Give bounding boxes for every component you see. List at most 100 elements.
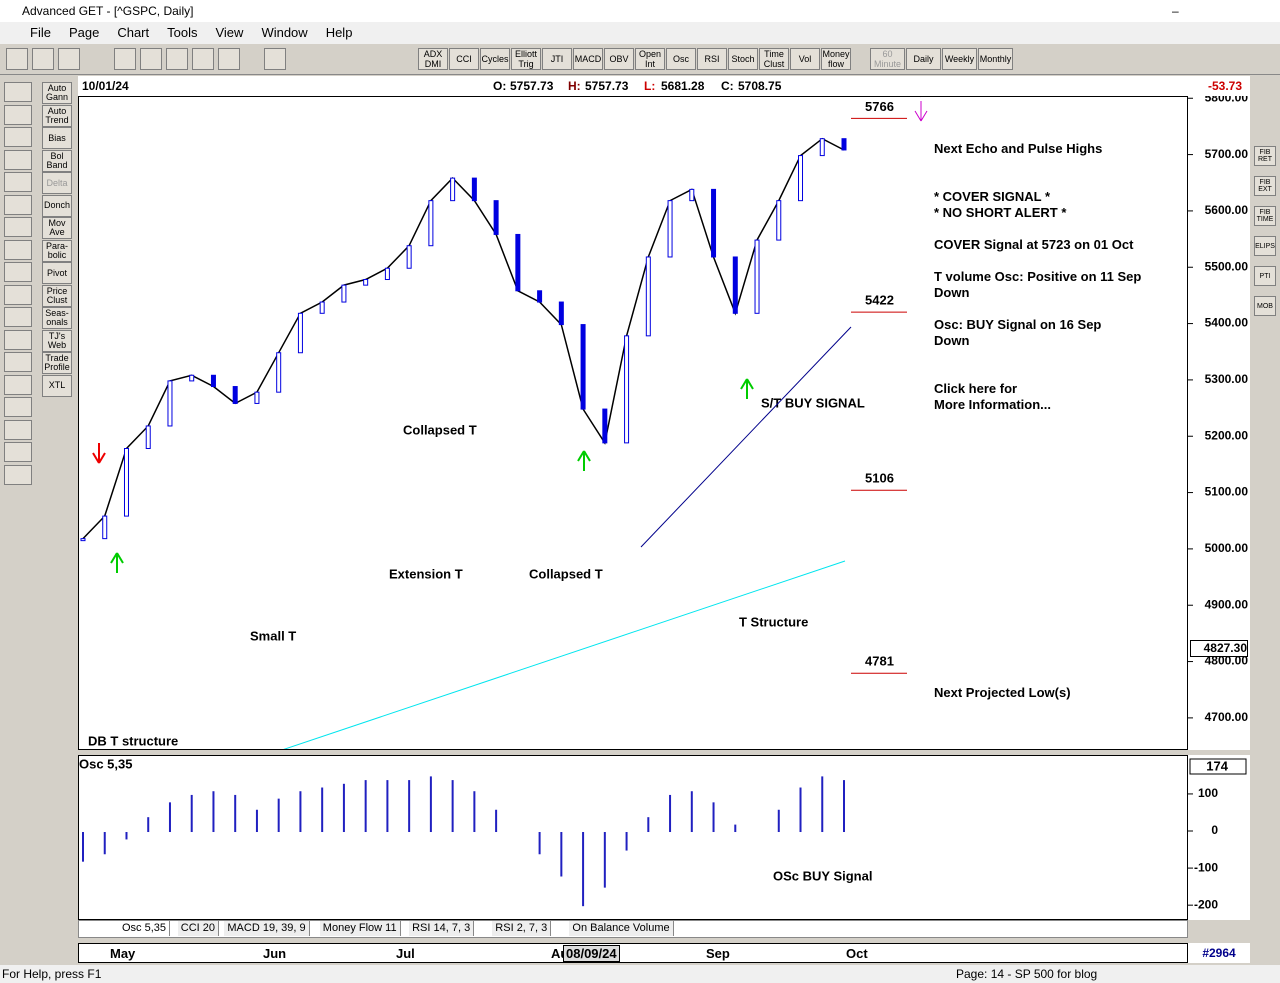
osc-bar xyxy=(255,809,258,833)
tool-icon[interactable] xyxy=(4,194,32,215)
tool-icon[interactable] xyxy=(140,48,162,70)
indicator-tab[interactable]: CCI 20 xyxy=(177,921,220,936)
candle xyxy=(493,200,499,235)
osc-bar xyxy=(603,832,606,888)
annotation: OSc BUY Signal xyxy=(773,868,872,883)
period-button[interactable]: Weekly xyxy=(942,48,977,70)
signal-link[interactable]: Click here for xyxy=(934,381,1018,396)
indicator-button[interactable]: CCI xyxy=(449,48,479,70)
indicator-tab[interactable]: On Balance Volume xyxy=(569,921,674,936)
candle xyxy=(297,312,303,354)
fib-button[interactable]: FIB TIME xyxy=(1254,206,1276,226)
tool-icon[interactable] xyxy=(4,104,32,125)
signal-link[interactable]: More Information... xyxy=(934,397,1051,412)
menu-item[interactable]: Window xyxy=(261,25,308,40)
indicator-button[interactable]: JTI xyxy=(542,48,572,70)
indicator-button[interactable]: Money flow xyxy=(821,48,851,70)
study-button[interactable]: Pivot xyxy=(42,262,72,284)
tool-icon[interactable] xyxy=(4,172,32,192)
tool-icon[interactable] xyxy=(4,397,32,417)
osc-value: 174 xyxy=(1206,758,1228,773)
indicator-button[interactable]: MACD xyxy=(573,48,603,70)
study-button[interactable]: Para-bolic xyxy=(42,239,72,262)
indicator-button[interactable]: Cycles xyxy=(480,48,510,70)
indicator-button[interactable]: Time Clust xyxy=(759,48,789,70)
bar-counter: #2964 xyxy=(1188,943,1250,963)
tool-icon[interactable] xyxy=(58,48,80,70)
tool-icon[interactable] xyxy=(6,48,28,70)
tool-icon[interactable] xyxy=(264,48,286,70)
fib-button[interactable]: PTI xyxy=(1254,266,1276,286)
tool-icon[interactable] xyxy=(32,48,54,70)
indicator-tab[interactable]: Osc 5,35 xyxy=(119,921,171,936)
indicator-button[interactable]: Osc xyxy=(666,48,696,70)
indicator-tab[interactable]: MACD 19, 39, 9 xyxy=(224,921,310,936)
indicator-button[interactable]: ADX DMI xyxy=(418,48,448,70)
indicator-button[interactable]: Open Int xyxy=(635,48,665,70)
candle xyxy=(798,155,804,202)
tool-icon[interactable] xyxy=(166,48,188,70)
study-button[interactable]: Trade Profile xyxy=(42,352,72,374)
tool-icon[interactable] xyxy=(4,352,32,372)
study-button[interactable]: Mov Ave xyxy=(42,217,72,239)
study-button[interactable]: Auto Trend xyxy=(42,104,72,127)
study-button[interactable]: XTL xyxy=(42,374,72,397)
study-button[interactable]: Auto Gann xyxy=(42,82,72,104)
tool-icon[interactable] xyxy=(4,262,32,282)
study-button[interactable]: Bol Band xyxy=(42,149,72,172)
menu-item[interactable]: Chart xyxy=(117,25,150,40)
tab-strip: Osc 5,35 CCI 20 MACD 19, 39, 9 Money Flow 1… xyxy=(78,920,1188,938)
quote-open: 5757.73 xyxy=(510,79,554,93)
candle xyxy=(341,284,347,303)
tool-icon[interactable] xyxy=(114,48,136,70)
tool-icon[interactable] xyxy=(4,374,32,395)
tool-icon[interactable] xyxy=(4,239,32,260)
indicator-button[interactable]: Stoch xyxy=(728,48,758,70)
tool-icon[interactable] xyxy=(4,464,32,485)
osc-title: Osc 5,35 xyxy=(79,756,133,771)
indicator-button[interactable]: RSI xyxy=(697,48,727,70)
tool-icon[interactable] xyxy=(4,442,32,462)
study-button[interactable]: Donch xyxy=(42,194,72,217)
study-button[interactable]: Price Clust xyxy=(42,284,72,307)
menu-item[interactable]: File xyxy=(30,25,51,40)
quote-low: 5681.28 xyxy=(661,79,705,93)
indicator-tab[interactable]: Money Flow 11 xyxy=(319,921,401,936)
osc-bar xyxy=(647,817,650,833)
tool-icon[interactable] xyxy=(4,284,32,305)
menu-item[interactable]: View xyxy=(215,25,244,40)
period-button[interactable]: 60 Minute xyxy=(870,48,905,70)
study-button[interactable]: Bias xyxy=(42,127,72,149)
study-button[interactable]: Delta xyxy=(42,172,72,194)
period-button[interactable]: Monthly xyxy=(978,48,1013,70)
study-button[interactable]: Seas-onals xyxy=(42,307,72,329)
tool-icon[interactable] xyxy=(4,307,32,327)
study-button[interactable]: TJ's Web xyxy=(42,329,72,352)
candle xyxy=(776,200,782,241)
indicator-tab[interactable]: RSI 2, 7, 3 xyxy=(492,921,552,936)
tool-icon[interactable] xyxy=(4,82,32,102)
candle xyxy=(580,324,586,410)
osc-axis: 174 100 0 -100 -200 xyxy=(1188,755,1250,920)
indicator-tab[interactable]: RSI 14, 7, 3 xyxy=(409,921,475,936)
period-button[interactable]: Daily xyxy=(906,48,941,70)
indicator-button[interactable]: Elliott Trig xyxy=(511,48,541,70)
tool-icon[interactable] xyxy=(192,48,214,70)
tool-icon[interactable] xyxy=(4,329,32,350)
tool-icon[interactable] xyxy=(4,217,32,237)
fib-button[interactable]: FIB EXT xyxy=(1254,176,1276,196)
fib-button[interactable]: ELIPS xyxy=(1254,236,1276,256)
indicator-button[interactable]: Vol xyxy=(790,48,820,70)
indicator-button[interactable]: OBV xyxy=(604,48,634,70)
tool-icon[interactable] xyxy=(4,149,32,170)
tool-icon[interactable] xyxy=(4,419,32,440)
menu-item[interactable]: Tools xyxy=(167,25,198,40)
fib-button[interactable]: MOB xyxy=(1254,296,1276,316)
tool-icon[interactable] xyxy=(218,48,240,70)
menu-item[interactable]: Page xyxy=(68,25,100,40)
tool-icon[interactable] xyxy=(4,127,32,147)
osc-bar xyxy=(538,832,541,855)
menu-item[interactable]: Help xyxy=(325,25,353,40)
fib-button[interactable]: FIB RET xyxy=(1254,146,1276,166)
